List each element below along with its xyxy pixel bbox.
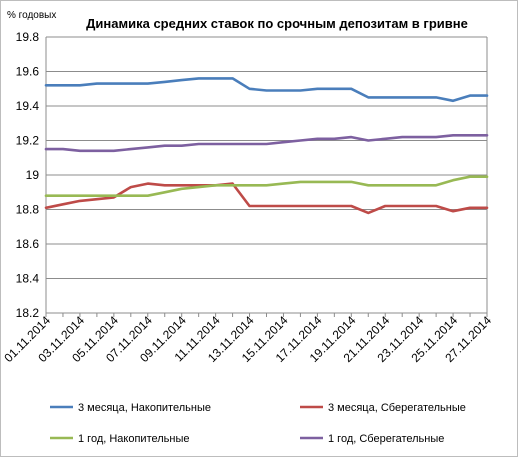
legend-label: 3 месяца, Сберегательные bbox=[328, 402, 466, 414]
series-line bbox=[44, 175, 489, 197]
y-tick-label: 18.2 bbox=[16, 306, 40, 320]
gridlines bbox=[45, 36, 488, 314]
y-tick-label: 19.4 bbox=[16, 99, 40, 113]
x-axis-ticks: 01.11.201403.11.201405.11.201407.11.2014… bbox=[1, 313, 494, 365]
series-lines bbox=[44, 77, 489, 215]
legend-label: 1 год, Накопительные bbox=[78, 433, 189, 445]
legend: 3 месяца, Накопительные 3 месяца, Сберега… bbox=[50, 402, 466, 445]
legend-label: 3 месяца, Накопительные bbox=[78, 402, 211, 414]
y-tick-label: 19.8 bbox=[16, 30, 40, 44]
y-tick-label: 19 bbox=[26, 168, 40, 182]
legend-label: 1 год, Сберегательные bbox=[328, 433, 444, 445]
y-tick-label: 19.2 bbox=[16, 134, 40, 148]
y-tick-label: 18.4 bbox=[16, 272, 40, 286]
y-axis-ticks: 18.2 18.4 18.6 18.8 19 19.2 19.4 19.6 19.8 bbox=[16, 30, 40, 320]
chart-title: Динамика средних ставок по срочным депоз… bbox=[86, 16, 468, 31]
y-tick-label: 19.6 bbox=[16, 65, 40, 79]
y-axis-label: % годовых bbox=[7, 10, 56, 21]
series-line bbox=[44, 182, 489, 215]
series-line bbox=[44, 134, 489, 153]
y-tick-label: 18.8 bbox=[16, 203, 40, 217]
series-line bbox=[44, 77, 489, 103]
y-tick-label: 18.6 bbox=[16, 237, 40, 251]
